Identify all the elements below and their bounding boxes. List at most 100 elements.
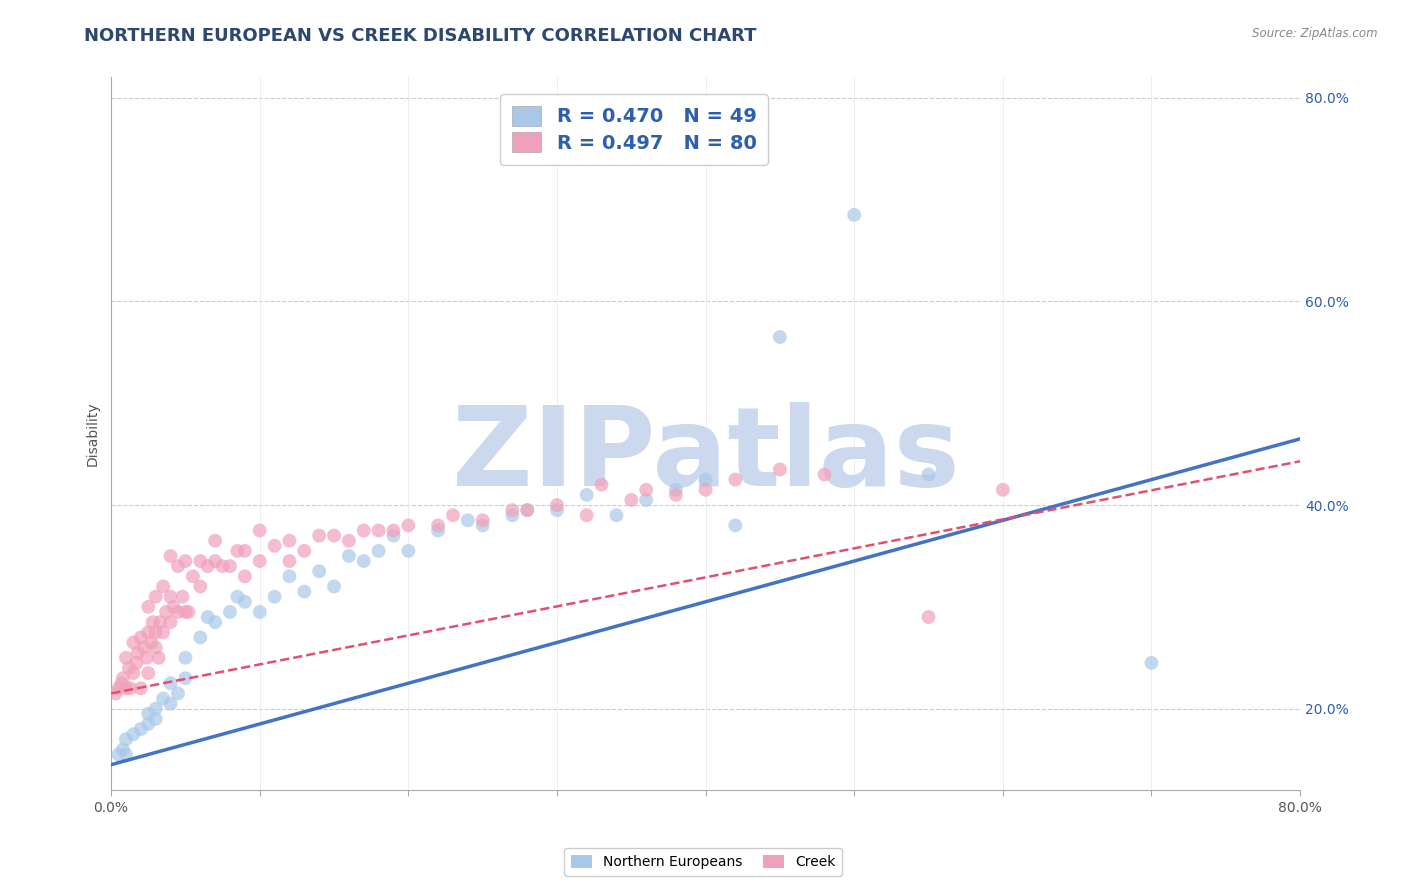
Point <box>695 483 717 497</box>
Point <box>136 599 159 614</box>
Point <box>159 590 181 604</box>
Point <box>249 524 271 538</box>
Point <box>636 483 658 497</box>
Point <box>122 666 145 681</box>
Point <box>159 697 181 711</box>
Point <box>278 569 301 583</box>
Point <box>813 467 835 482</box>
Point <box>501 503 523 517</box>
Point <box>471 518 494 533</box>
Point <box>136 706 159 721</box>
Point <box>111 671 134 685</box>
Point <box>136 717 159 731</box>
Point <box>516 503 538 517</box>
Point <box>167 686 190 700</box>
Point <box>396 518 419 533</box>
Point <box>104 686 127 700</box>
Point <box>323 580 346 594</box>
Point <box>308 528 330 542</box>
Point <box>219 559 242 574</box>
Point <box>263 539 285 553</box>
Point <box>233 569 256 583</box>
Point <box>152 580 174 594</box>
Point <box>917 467 939 482</box>
Point <box>167 605 190 619</box>
Point <box>367 524 389 538</box>
Point <box>110 676 132 690</box>
Point <box>323 528 346 542</box>
Point <box>1140 656 1163 670</box>
Point <box>159 549 181 563</box>
Point <box>122 727 145 741</box>
Point <box>204 533 226 548</box>
Point <box>382 528 405 542</box>
Point <box>129 631 152 645</box>
Point <box>516 503 538 517</box>
Point <box>188 554 211 568</box>
Point <box>149 615 172 629</box>
Point <box>769 330 792 344</box>
Point <box>132 640 155 655</box>
Point <box>211 559 233 574</box>
Point <box>145 625 167 640</box>
Point <box>427 524 450 538</box>
Point <box>575 488 598 502</box>
Point <box>177 605 200 619</box>
Point <box>174 671 197 685</box>
Point <box>159 615 181 629</box>
Y-axis label: Disability: Disability <box>86 401 100 467</box>
Point <box>575 508 598 523</box>
Point <box>162 599 184 614</box>
Point <box>769 462 792 476</box>
Point <box>152 625 174 640</box>
Point <box>136 666 159 681</box>
Point <box>292 544 315 558</box>
Point <box>115 681 138 696</box>
Point <box>337 533 360 548</box>
Point <box>135 650 157 665</box>
Point <box>226 544 249 558</box>
Point <box>226 590 249 604</box>
Point <box>278 554 301 568</box>
Point <box>172 590 194 604</box>
Point <box>115 650 138 665</box>
Point <box>636 493 658 508</box>
Point <box>695 473 717 487</box>
Point <box>115 747 138 762</box>
Point <box>233 595 256 609</box>
Text: ZIPatlas: ZIPatlas <box>451 401 959 508</box>
Point <box>353 554 375 568</box>
Point <box>174 554 197 568</box>
Point <box>127 646 149 660</box>
Point <box>145 590 167 604</box>
Point <box>204 554 226 568</box>
Point <box>546 498 568 512</box>
Point <box>591 477 613 491</box>
Point <box>917 610 939 624</box>
Point <box>546 503 568 517</box>
Point <box>174 650 197 665</box>
Point <box>111 742 134 756</box>
Point <box>188 580 211 594</box>
Point <box>263 590 285 604</box>
Point <box>382 524 405 538</box>
Point <box>107 681 129 696</box>
Legend: Northern Europeans, Creek: Northern Europeans, Creek <box>564 848 842 876</box>
Point <box>665 483 688 497</box>
Point <box>115 732 138 747</box>
Point <box>107 747 129 762</box>
Point <box>605 508 627 523</box>
Point <box>337 549 360 563</box>
Point <box>233 544 256 558</box>
Point <box>159 676 181 690</box>
Point <box>427 518 450 533</box>
Point <box>181 569 204 583</box>
Point <box>204 615 226 629</box>
Point <box>118 661 141 675</box>
Point <box>620 493 643 508</box>
Point <box>471 513 494 527</box>
Point <box>167 559 190 574</box>
Point <box>501 508 523 523</box>
Point <box>197 559 219 574</box>
Point <box>396 544 419 558</box>
